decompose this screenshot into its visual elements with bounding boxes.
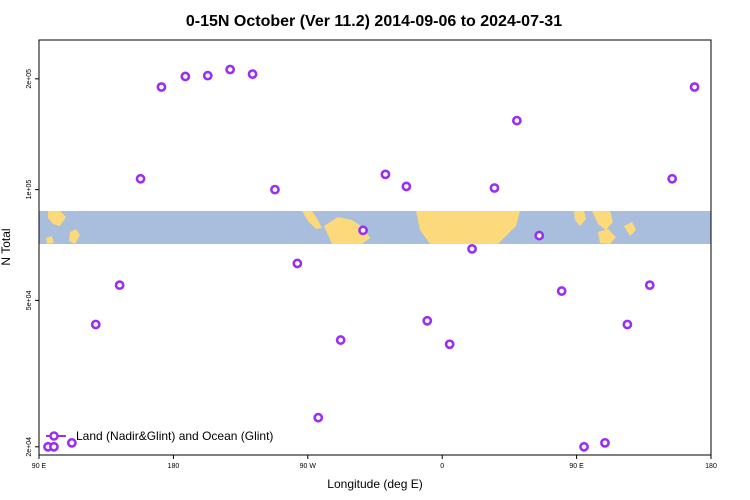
data-point	[511, 115, 522, 126]
land-shape-philippines	[624, 222, 636, 236]
land-shape-indochina	[592, 211, 613, 230]
data-point	[335, 335, 346, 345]
x-tick-label: 90 E	[32, 463, 47, 470]
data-point	[90, 319, 101, 330]
y-tick-label: 2e+04	[26, 437, 33, 457]
legend: Land (Nadir&Glint) and Ocean (Glint)	[46, 429, 273, 443]
y-axis-label: N Total	[0, 228, 13, 265]
data-point	[467, 243, 477, 254]
land-shape-se-asia	[48, 211, 66, 226]
y-tick-label: 1e+05	[26, 180, 33, 200]
data-points	[43, 64, 700, 452]
world-map-band	[39, 211, 711, 244]
x-tick-label: 0	[440, 463, 444, 470]
land-shape-indonesia	[69, 229, 80, 244]
data-point	[600, 437, 610, 448]
data-point	[135, 173, 146, 184]
x-axis-label: Longitude (deg E)	[327, 477, 422, 491]
data-point	[114, 280, 125, 291]
data-point	[225, 64, 236, 75]
y-axis-ticks: 2e+04 5e+04 1e+05 2e+05	[26, 69, 39, 457]
data-point	[689, 82, 700, 92]
data-point	[534, 230, 545, 241]
data-point	[202, 70, 213, 81]
land-shape-central-america	[302, 211, 322, 229]
data-point	[358, 225, 368, 236]
data-point	[444, 339, 455, 350]
land-shape-south-america	[324, 217, 370, 244]
land-shape-borneo	[598, 229, 616, 244]
legend-marker	[49, 431, 59, 441]
legend-label: Land (Nadir&Glint) and Ocean (Glint)	[76, 429, 273, 443]
data-point	[270, 184, 280, 195]
chart-title: 0-15N October (Ver 11.2) 2014-09-06 to 2…	[186, 13, 562, 30]
data-point	[380, 169, 391, 180]
data-point	[156, 82, 167, 92]
data-point	[579, 441, 589, 452]
data-point	[556, 286, 567, 296]
data-point	[247, 69, 258, 80]
x-tick-label: 180	[705, 463, 717, 470]
data-point	[489, 183, 500, 193]
data-point	[401, 181, 412, 192]
data-point	[644, 280, 655, 291]
data-point	[66, 437, 77, 448]
land-shape-africa	[416, 211, 520, 244]
y-tick-label: 2e+05	[26, 69, 33, 89]
data-point	[313, 412, 324, 423]
land-shape-sumatra	[46, 236, 54, 244]
y-tick-label: 5e+04	[26, 290, 33, 310]
data-point	[422, 315, 433, 326]
data-point	[667, 173, 678, 184]
x-tick-label: 90 W	[300, 463, 317, 470]
plot-frame	[38, 39, 712, 456]
data-point	[180, 71, 191, 82]
data-point	[292, 258, 303, 269]
land-shape-india	[574, 211, 586, 226]
x-tick-label: 90 E	[569, 463, 584, 470]
data-point	[49, 441, 59, 452]
x-axis-ticks: 90 E 180 90 W 0 90 E 180	[32, 455, 717, 470]
x-tick-label: 180	[168, 463, 180, 470]
data-point	[622, 319, 633, 330]
